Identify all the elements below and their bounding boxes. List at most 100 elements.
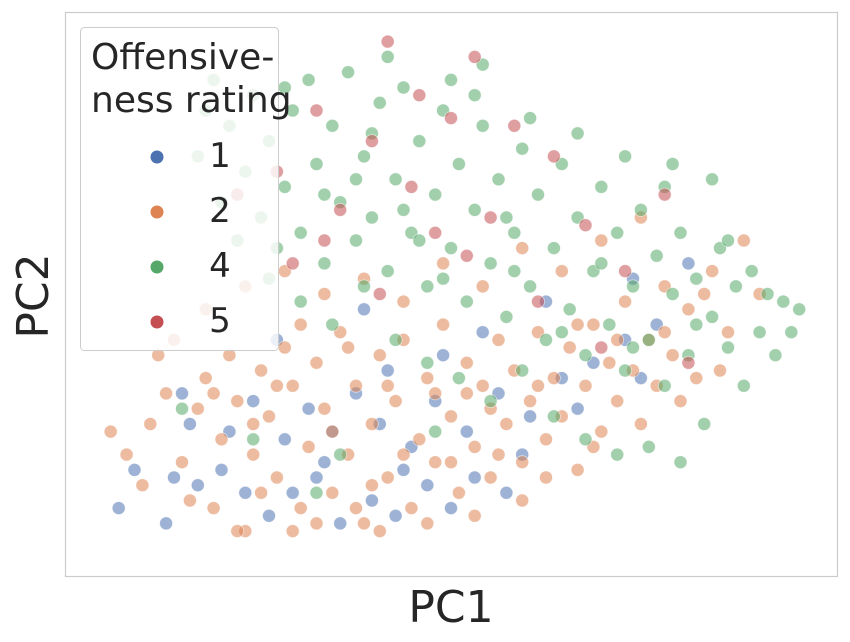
point-rating-4-113 xyxy=(626,340,640,355)
point-rating-2-93 xyxy=(317,287,332,301)
point-rating-5-7 xyxy=(333,202,348,217)
point-rating-4-17 xyxy=(357,149,371,164)
point-rating-4-25 xyxy=(420,279,435,294)
point-rating-4-77 xyxy=(293,294,308,309)
point-rating-4-70 xyxy=(776,294,791,309)
point-rating-2-12 xyxy=(254,363,269,378)
point-rating-4-39 xyxy=(531,187,545,202)
point-rating-1-4 xyxy=(190,478,205,493)
point-rating-4-115 xyxy=(721,233,735,248)
legend-marker-4 xyxy=(150,260,164,274)
point-rating-2-77 xyxy=(254,485,269,500)
point-rating-1-21 xyxy=(301,401,316,416)
point-rating-2-1 xyxy=(143,417,158,431)
point-rating-2-117 xyxy=(364,478,379,493)
point-rating-2-100 xyxy=(594,233,609,248)
point-rating-1-3 xyxy=(167,470,181,485)
point-rating-4-37 xyxy=(515,141,530,156)
point-rating-2-114 xyxy=(697,287,712,301)
series-rating-5 xyxy=(230,34,696,370)
point-rating-2-85 xyxy=(444,455,458,470)
point-rating-2-20 xyxy=(317,401,332,416)
legend-marker-1 xyxy=(150,150,164,164)
point-rating-2-35 xyxy=(436,317,451,332)
point-rating-2-55 xyxy=(594,424,609,439)
point-rating-5-3 xyxy=(364,134,379,149)
point-rating-1-17 xyxy=(182,417,197,431)
point-rating-2-32 xyxy=(412,432,427,447)
point-rating-4-19 xyxy=(372,95,387,110)
point-rating-4-107 xyxy=(317,187,332,202)
point-rating-4-103 xyxy=(570,126,585,141)
point-rating-2-15 xyxy=(277,340,292,355)
point-rating-2-45 xyxy=(515,455,530,470)
point-rating-2-41 xyxy=(483,470,498,485)
point-rating-5-19 xyxy=(428,225,443,240)
point-rating-5-16 xyxy=(618,264,632,279)
point-rating-2-26 xyxy=(364,417,379,431)
point-rating-4-80 xyxy=(388,332,403,347)
point-rating-2-80 xyxy=(325,424,340,439)
point-rating-2-16 xyxy=(285,378,300,393)
legend-label-1: 1 xyxy=(209,136,231,176)
point-rating-4-28 xyxy=(444,241,458,256)
point-rating-4-12 xyxy=(317,256,332,271)
point-rating-5-10 xyxy=(578,218,593,233)
point-rating-5-12 xyxy=(285,256,300,271)
legend-label-2: 2 xyxy=(209,191,231,231)
point-rating-1-7 xyxy=(262,508,276,523)
point-rating-2-97 xyxy=(475,279,490,294)
point-rating-4-8 xyxy=(285,103,300,118)
point-rating-4-29 xyxy=(451,157,466,171)
point-rating-4-21 xyxy=(388,172,403,187)
point-rating-4-31 xyxy=(467,202,482,217)
point-rating-4-92 xyxy=(428,424,443,439)
point-rating-4-45 xyxy=(578,348,593,363)
point-rating-2-103 xyxy=(206,386,221,401)
point-rating-2-76 xyxy=(230,524,245,538)
point-rating-1-40 xyxy=(175,386,189,401)
point-rating-2-112 xyxy=(610,332,625,347)
point-rating-4-9 xyxy=(293,225,308,240)
point-rating-4-40 xyxy=(539,332,553,347)
legend-marker-5 xyxy=(150,315,164,329)
point-rating-1-9 xyxy=(309,470,324,485)
point-rating-2-110 xyxy=(531,378,545,393)
point-rating-1-14 xyxy=(444,501,458,516)
point-rating-4-50 xyxy=(618,363,632,378)
point-rating-2-82 xyxy=(372,524,387,538)
point-rating-2-40 xyxy=(475,378,490,393)
point-rating-2-43 xyxy=(499,417,514,431)
point-rating-4-18 xyxy=(364,210,379,225)
point-rating-2-4 xyxy=(190,401,205,416)
point-rating-4-85 xyxy=(547,409,561,424)
point-rating-2-79 xyxy=(309,516,324,531)
point-rating-2-29 xyxy=(388,394,403,409)
point-rating-5-22 xyxy=(317,233,332,248)
point-rating-4-57 xyxy=(673,225,688,240)
point-rating-1-11 xyxy=(364,493,379,508)
point-rating-4-34 xyxy=(491,172,506,187)
point-rating-2-87 xyxy=(491,447,506,462)
point-rating-4-71 xyxy=(784,325,799,340)
points-layer xyxy=(103,34,807,538)
point-rating-4-84 xyxy=(515,363,530,378)
point-rating-2-25 xyxy=(357,516,371,531)
point-rating-5-2 xyxy=(309,103,324,118)
point-rating-1-5 xyxy=(214,462,229,477)
point-rating-4-36 xyxy=(507,225,522,240)
point-rating-2-64 xyxy=(665,348,680,363)
point-rating-4-52 xyxy=(634,202,648,217)
point-rating-4-88 xyxy=(641,439,656,454)
point-rating-2-104 xyxy=(246,417,261,431)
point-rating-4-117 xyxy=(380,50,395,64)
point-rating-4-109 xyxy=(349,172,363,187)
point-rating-2-84 xyxy=(420,516,435,531)
point-rating-4-11 xyxy=(309,157,324,171)
point-rating-2-56 xyxy=(602,355,617,370)
point-rating-2-99 xyxy=(554,264,569,279)
point-rating-4-33 xyxy=(483,256,498,271)
point-rating-2-7 xyxy=(214,432,229,447)
point-rating-4-32 xyxy=(475,118,490,133)
point-rating-1-45 xyxy=(357,302,371,317)
